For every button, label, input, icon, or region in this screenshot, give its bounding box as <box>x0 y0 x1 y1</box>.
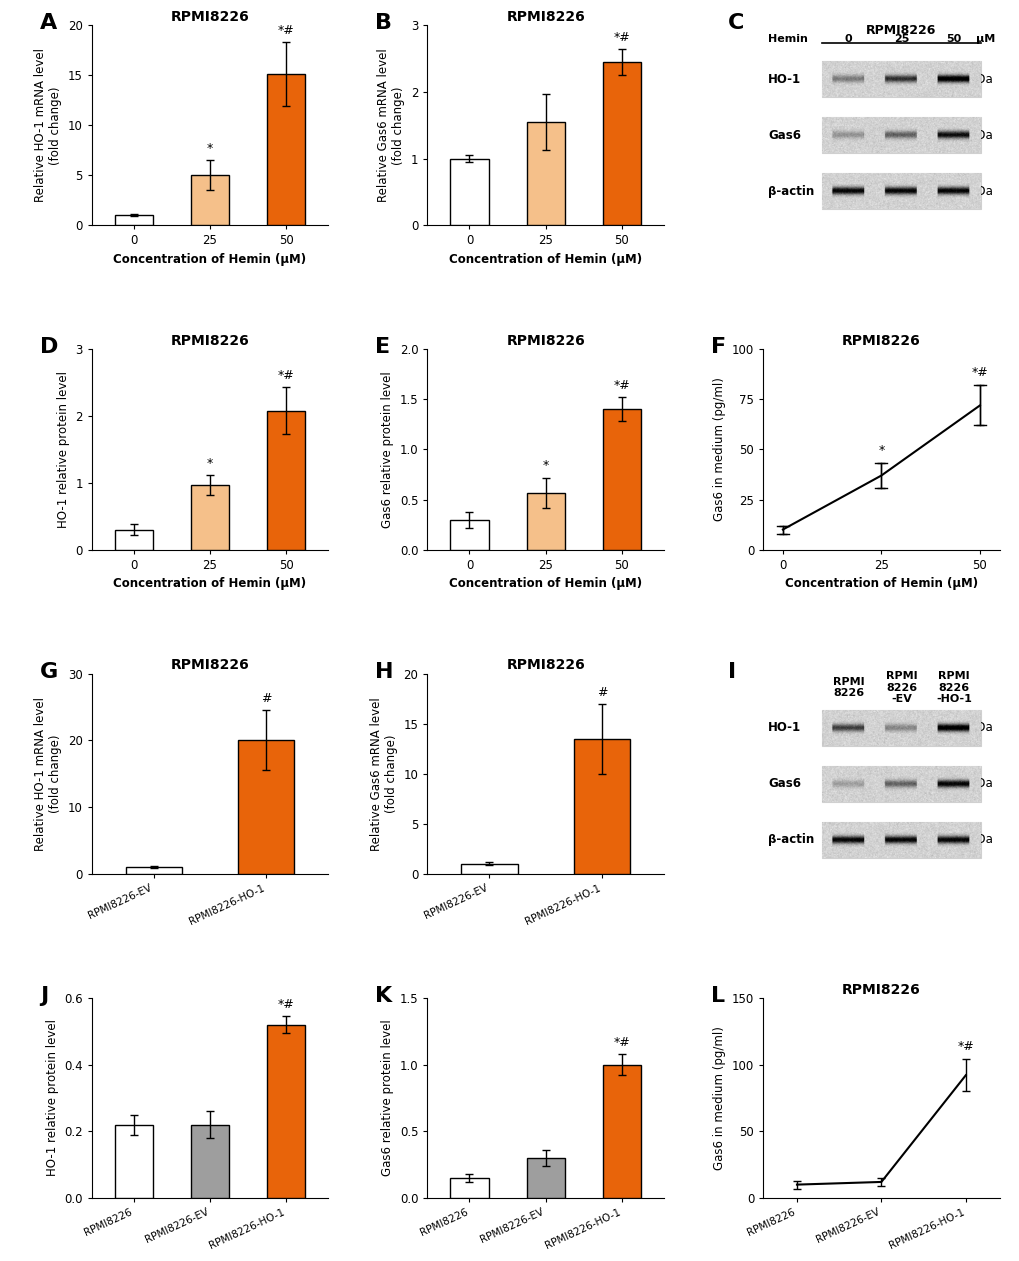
Text: *#: *# <box>970 367 987 380</box>
Text: 45 kDa: 45 kDa <box>950 185 991 198</box>
Text: *#: *# <box>613 30 630 44</box>
Bar <box>821 62 979 97</box>
Y-axis label: HO-1 relative protein level: HO-1 relative protein level <box>46 1019 58 1177</box>
Bar <box>114 530 153 550</box>
Bar <box>114 216 153 226</box>
Text: J: J <box>40 986 48 1006</box>
Bar <box>526 122 565 226</box>
Text: A: A <box>40 13 57 33</box>
Bar <box>125 868 181 874</box>
Title: RPMI8226: RPMI8226 <box>170 334 249 348</box>
Text: *: * <box>207 142 213 155</box>
X-axis label: Concentration of Hemin (μM): Concentration of Hemin (μM) <box>113 253 307 266</box>
Text: *#: *# <box>613 1035 630 1049</box>
Bar <box>267 1024 305 1198</box>
X-axis label: Concentration of Hemin (μM): Concentration of Hemin (μM) <box>784 578 977 590</box>
Text: *#: *# <box>277 369 294 382</box>
Bar <box>191 1125 229 1198</box>
Y-axis label: Gas6 relative protein level: Gas6 relative protein level <box>381 371 394 528</box>
Bar <box>450 159 488 226</box>
Bar <box>526 493 565 550</box>
Title: RPMI8226: RPMI8226 <box>505 334 585 348</box>
Bar <box>821 173 979 209</box>
Title: RPMI8226: RPMI8226 <box>505 10 585 24</box>
Text: β-actin: β-actin <box>767 834 813 846</box>
Text: G: G <box>40 662 58 682</box>
Bar <box>821 710 979 745</box>
Text: RPMI
8226
-HO-1: RPMI 8226 -HO-1 <box>935 671 971 704</box>
Y-axis label: Gas6 in medium (pg/ml): Gas6 in medium (pg/ml) <box>712 1026 726 1170</box>
Bar <box>461 864 517 874</box>
Text: *: * <box>207 456 213 470</box>
Text: #: # <box>596 686 606 699</box>
Y-axis label: Relative HO-1 mRNA level
(fold change): Relative HO-1 mRNA level (fold change) <box>35 696 62 851</box>
Text: Gas6: Gas6 <box>767 129 800 141</box>
Text: I: I <box>727 662 735 682</box>
Bar <box>191 175 229 226</box>
Bar <box>821 117 979 154</box>
Bar <box>114 1125 153 1198</box>
Text: 33 kDa: 33 kDa <box>950 721 991 734</box>
Text: RPMI8226: RPMI8226 <box>865 24 935 38</box>
Text: H: H <box>375 662 393 682</box>
Title: RPMI8226: RPMI8226 <box>170 10 249 24</box>
Text: F: F <box>710 338 726 357</box>
Text: *#: *# <box>277 24 294 38</box>
Text: Hemin: Hemin <box>767 34 807 44</box>
Bar <box>602 62 640 226</box>
Bar <box>191 484 229 550</box>
X-axis label: Concentration of Hemin (μM): Concentration of Hemin (μM) <box>448 578 642 590</box>
Text: HO-1: HO-1 <box>767 73 800 86</box>
Bar <box>821 822 979 857</box>
Text: 25: 25 <box>893 34 908 44</box>
Text: E: E <box>375 338 390 357</box>
Text: *#: *# <box>957 1040 973 1053</box>
Y-axis label: Gas6 relative protein level: Gas6 relative protein level <box>381 1019 394 1177</box>
Text: D: D <box>40 338 58 357</box>
Text: RPMI
8226
-EV: RPMI 8226 -EV <box>884 671 916 704</box>
Text: RPMI
8226: RPMI 8226 <box>833 677 864 699</box>
Text: B: B <box>375 13 392 33</box>
Text: β-actin: β-actin <box>767 185 813 198</box>
Title: RPMI8226: RPMI8226 <box>505 658 585 672</box>
Text: Gas6: Gas6 <box>767 777 800 791</box>
Text: 0: 0 <box>844 34 852 44</box>
Title: RPMI8226: RPMI8226 <box>842 982 920 996</box>
Text: 80 kDa: 80 kDa <box>950 129 991 141</box>
Bar <box>267 411 305 550</box>
Bar <box>821 765 979 802</box>
Text: C: C <box>727 13 744 33</box>
Y-axis label: Relative HO-1 mRNA level
(fold change): Relative HO-1 mRNA level (fold change) <box>35 48 62 202</box>
Text: 80 kDa: 80 kDa <box>950 777 991 791</box>
Y-axis label: Relative Gas6 mRNA level
(fold change): Relative Gas6 mRNA level (fold change) <box>370 697 397 851</box>
Text: μM: μM <box>974 34 994 44</box>
Y-axis label: Relative Gas6 mRNA level
(fold change): Relative Gas6 mRNA level (fold change) <box>377 48 405 202</box>
Bar <box>602 410 640 550</box>
Bar <box>267 74 305 226</box>
Title: RPMI8226: RPMI8226 <box>170 658 249 672</box>
Text: 45 kDa: 45 kDa <box>950 834 991 846</box>
Text: *: * <box>877 444 883 458</box>
Text: *#: *# <box>613 380 630 392</box>
Text: K: K <box>375 986 392 1006</box>
Y-axis label: HO-1 relative protein level: HO-1 relative protein level <box>57 371 69 528</box>
Text: 50: 50 <box>946 34 961 44</box>
Bar <box>602 1064 640 1198</box>
Bar <box>574 739 630 874</box>
X-axis label: Concentration of Hemin (μM): Concentration of Hemin (μM) <box>448 253 642 266</box>
Y-axis label: Gas6 in medium (pg/ml): Gas6 in medium (pg/ml) <box>712 377 726 521</box>
Text: *#: *# <box>277 999 294 1011</box>
Text: HO-1: HO-1 <box>767 721 800 734</box>
Text: *: * <box>542 459 548 473</box>
Bar <box>526 1158 565 1198</box>
Bar <box>450 520 488 550</box>
Bar <box>450 1178 488 1198</box>
X-axis label: Concentration of Hemin (μM): Concentration of Hemin (μM) <box>113 578 307 590</box>
Text: 33 kDa: 33 kDa <box>950 73 991 86</box>
Text: #: # <box>261 692 271 705</box>
Bar <box>237 740 294 874</box>
Title: RPMI8226: RPMI8226 <box>842 334 920 348</box>
Text: L: L <box>710 986 725 1006</box>
